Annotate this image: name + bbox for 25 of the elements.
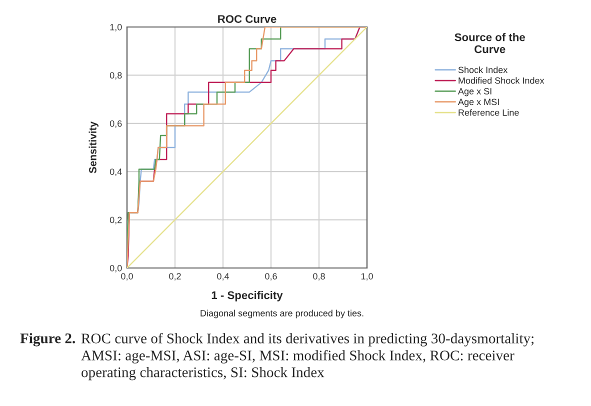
y-tick-label: 0,2 — [110, 216, 122, 224]
text: Diagonal segments are produced by ties. — [200, 310, 364, 318]
x-tick-label: 1,0 — [361, 273, 373, 281]
legend-label: Reference Line — [458, 109, 519, 116]
x-axis-title: 1 - Specificity — [212, 291, 283, 302]
y-tick-label: 0,0 — [110, 264, 122, 272]
caption: Figure 2. — [20, 333, 75, 346]
legend-label: Age x MSI — [458, 98, 499, 107]
text: ROC curve of Shock Index and its derivatives in predicting 30-daysmortality; AMSI: age-MSI, ASI: age-SI, MSI: modified Shock Index, ROC: receiver operating characteristics, SI: Shock Index — [81, 333, 534, 380]
legend-title: Source of the Curve — [454, 33, 525, 54]
x-tick-label: 0,6 — [265, 273, 277, 281]
line-series — [127, 27, 367, 268]
legend-label: Age x SI — [458, 88, 492, 96]
y-tick-label: 0,8 — [110, 72, 122, 80]
x-tick-label: 0,0 — [121, 273, 133, 281]
x-tick-label: 0,2 — [169, 273, 181, 281]
y-axis-title: Sensitivity — [88, 122, 98, 174]
x-tick-label: 0,8 — [313, 273, 325, 281]
legend-label: Shock Index — [458, 66, 508, 74]
legend-label: Modified Shock Index — [458, 77, 544, 84]
y-tick-label: 0,4 — [110, 168, 122, 176]
x-tick-label: 0,4 — [217, 273, 230, 281]
y-tick-label: 1,0 — [110, 24, 122, 32]
chart-title: ROC Curve — [218, 15, 276, 23]
y-tick-label: 0,6 — [110, 120, 122, 128]
